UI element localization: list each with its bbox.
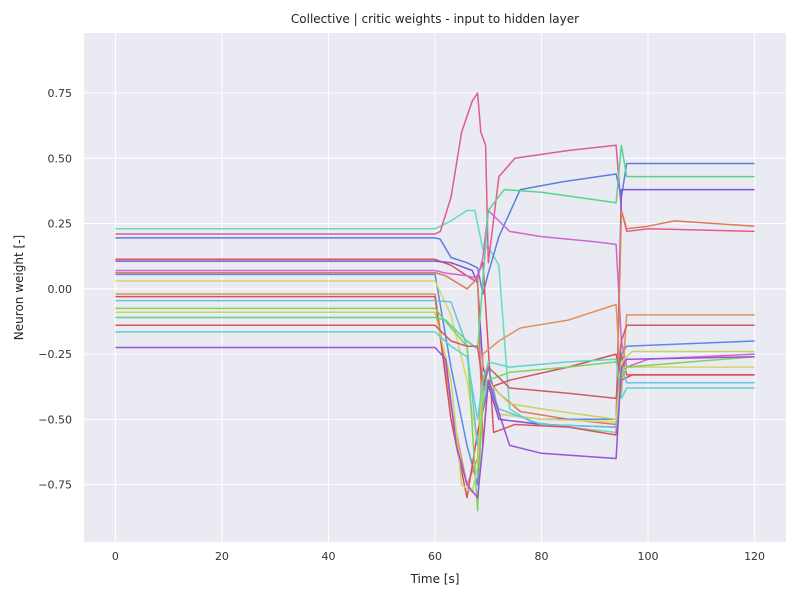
x-tick-label: 0 <box>112 550 119 563</box>
series-line-15 <box>115 144 755 350</box>
series-line-16 <box>115 324 755 400</box>
y-tick-label: 0.75 <box>48 87 73 100</box>
series-line-18 <box>115 346 755 499</box>
series-line-3 <box>115 162 755 295</box>
series-line-7 <box>115 209 755 447</box>
series-line-5 <box>115 188 755 428</box>
series-line-11 <box>115 295 755 499</box>
x-axis-label: Time [s] <box>410 572 460 586</box>
x-axis-ticks: 0 20 40 60 80 100 120 <box>112 550 765 563</box>
y-tick-label: 0.50 <box>48 152 73 165</box>
x-tick-label: 120 <box>744 550 765 563</box>
series-line-17 <box>115 331 755 421</box>
y-tick-label: 0.25 <box>48 218 73 231</box>
series-lines <box>115 92 755 512</box>
y-tick-label: 0.00 <box>48 283 73 296</box>
x-tick-label: 20 <box>215 550 229 563</box>
chart-title: Collective | critic weights - input to h… <box>291 12 579 26</box>
y-tick-label: −0.50 <box>38 413 72 426</box>
y-tick-label: −0.75 <box>38 479 72 492</box>
x-tick-label: 60 <box>428 550 442 563</box>
y-tick-label: −0.25 <box>38 348 72 361</box>
x-tick-label: 40 <box>321 550 335 563</box>
x-tick-label: 80 <box>535 550 549 563</box>
grid <box>84 33 786 542</box>
y-axis-ticks: −0.75 −0.50 −0.25 0.00 0.25 0.50 0.75 <box>38 87 72 492</box>
y-axis-label: Neuron weight [-] <box>12 235 26 340</box>
x-tick-label: 100 <box>638 550 659 563</box>
